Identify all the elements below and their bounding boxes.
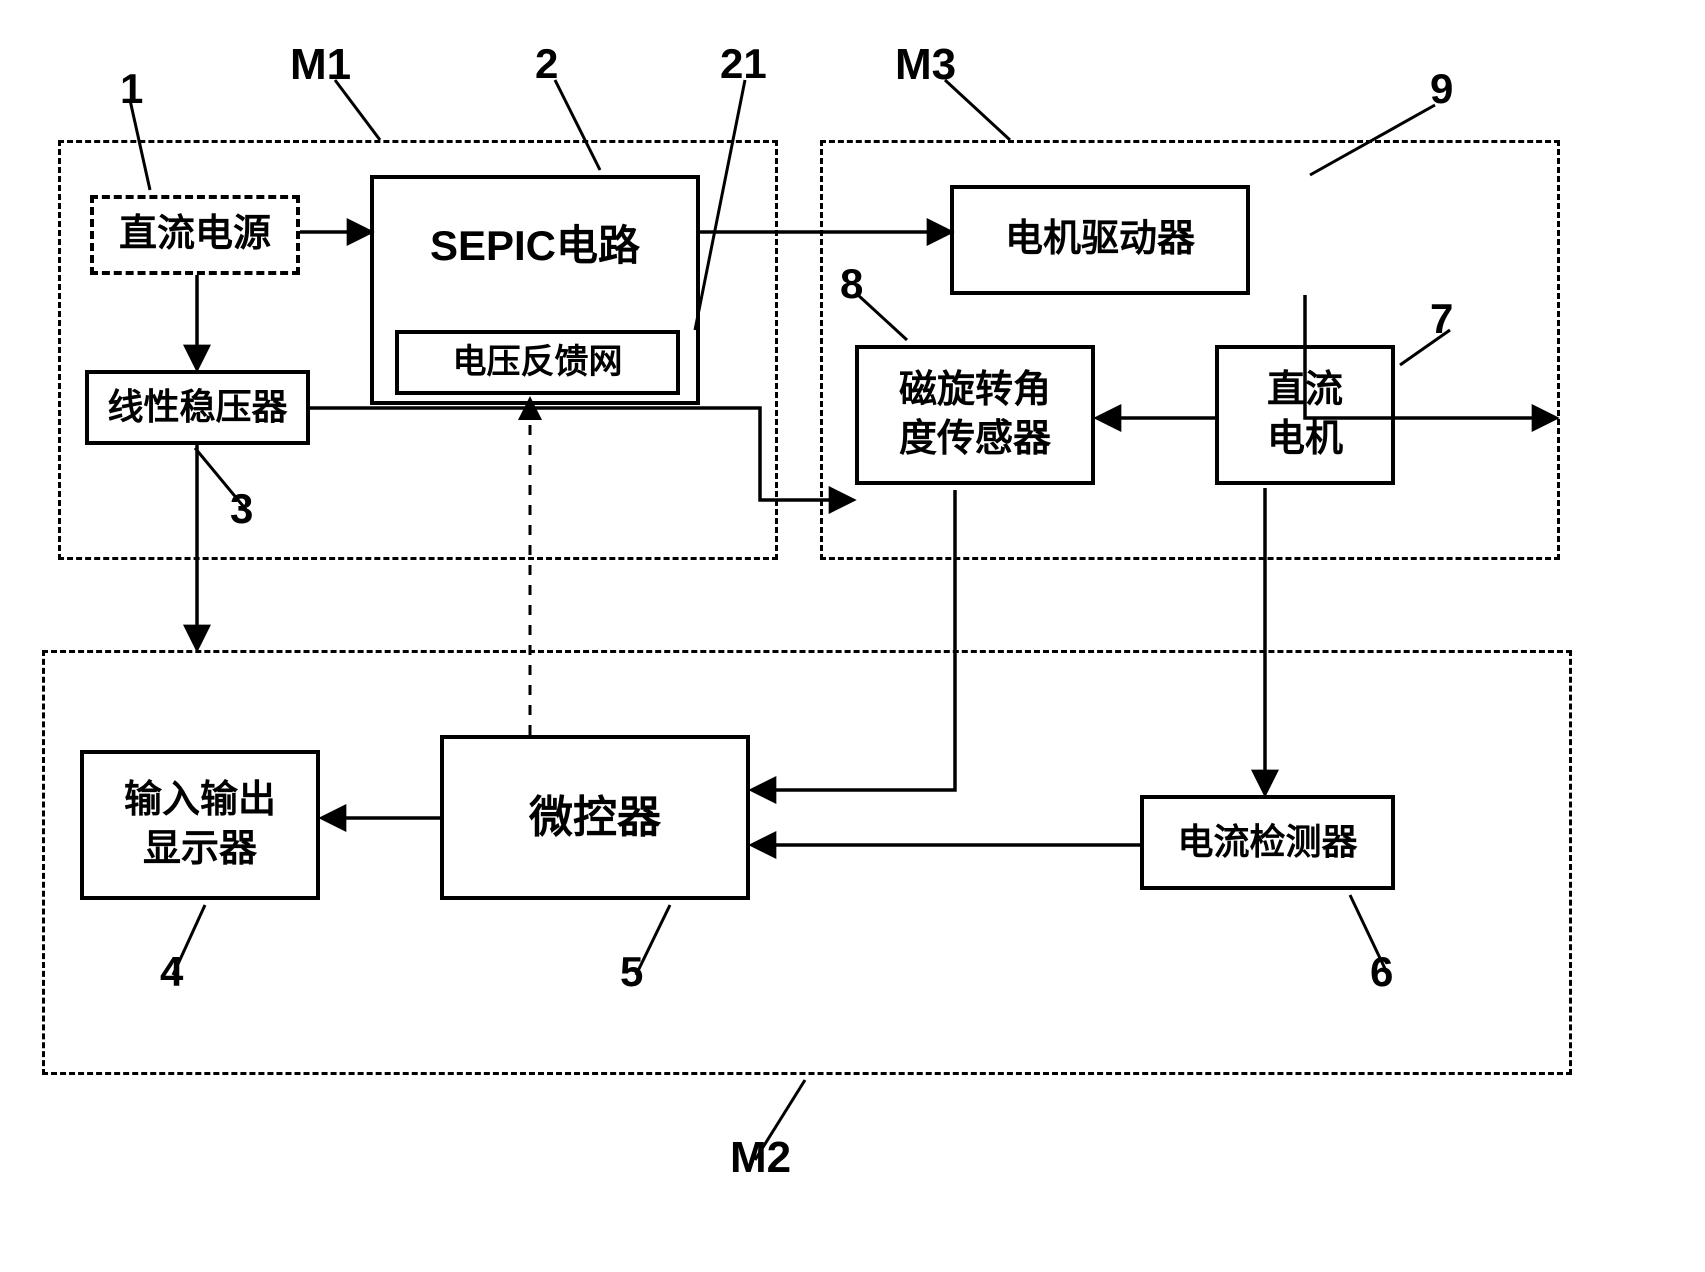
ref-label-9: 9 bbox=[1430, 65, 1453, 113]
ref-label-6: 6 bbox=[1370, 948, 1393, 996]
block-label: 电压反馈网 bbox=[453, 340, 623, 384]
ref-label-7: 7 bbox=[1430, 295, 1453, 343]
ref-label-8: 8 bbox=[840, 260, 863, 308]
block-motor-driver: 电机驱动器 bbox=[950, 185, 1250, 295]
block-diagram: 直流电源 SEPIC电路 电压反馈网 线性稳压器 电机驱动器 磁旋转角 度传感器… bbox=[0, 0, 1705, 1272]
ref-label-21: 21 bbox=[720, 40, 767, 88]
ref-label-m3: M3 bbox=[895, 40, 956, 90]
block-label: 输入输出 显示器 bbox=[124, 776, 276, 875]
block-label: 电流检测器 bbox=[1177, 819, 1357, 866]
block-angle-sensor: 磁旋转角 度传感器 bbox=[855, 345, 1095, 485]
block-label: 电机驱动器 bbox=[1005, 215, 1195, 264]
block-label: 磁旋转角 度传感器 bbox=[899, 366, 1051, 465]
ref-label-5: 5 bbox=[620, 948, 643, 996]
block-label: 线性稳压器 bbox=[107, 384, 287, 431]
ref-label-4: 4 bbox=[160, 948, 183, 996]
block-label: 直流 电机 bbox=[1267, 366, 1343, 465]
block-linear-regulator: 线性稳压器 bbox=[85, 370, 310, 445]
block-label: SEPIC电路 bbox=[430, 219, 640, 274]
block-label: 微控器 bbox=[529, 789, 661, 846]
ref-label-3: 3 bbox=[230, 485, 253, 533]
block-voltage-feedback: 电压反馈网 bbox=[395, 330, 680, 395]
block-dc-source: 直流电源 bbox=[90, 195, 300, 275]
ref-label-2: 2 bbox=[535, 40, 558, 88]
block-label: 直流电源 bbox=[119, 210, 271, 259]
block-mcu: 微控器 bbox=[440, 735, 750, 900]
ref-label-m2: M2 bbox=[730, 1133, 791, 1183]
ref-label-1: 1 bbox=[120, 65, 143, 113]
block-dc-motor: 直流 电机 bbox=[1215, 345, 1395, 485]
ref-label-m1: M1 bbox=[290, 40, 351, 90]
block-io-display: 输入输出 显示器 bbox=[80, 750, 320, 900]
block-current-detector: 电流检测器 bbox=[1140, 795, 1395, 890]
